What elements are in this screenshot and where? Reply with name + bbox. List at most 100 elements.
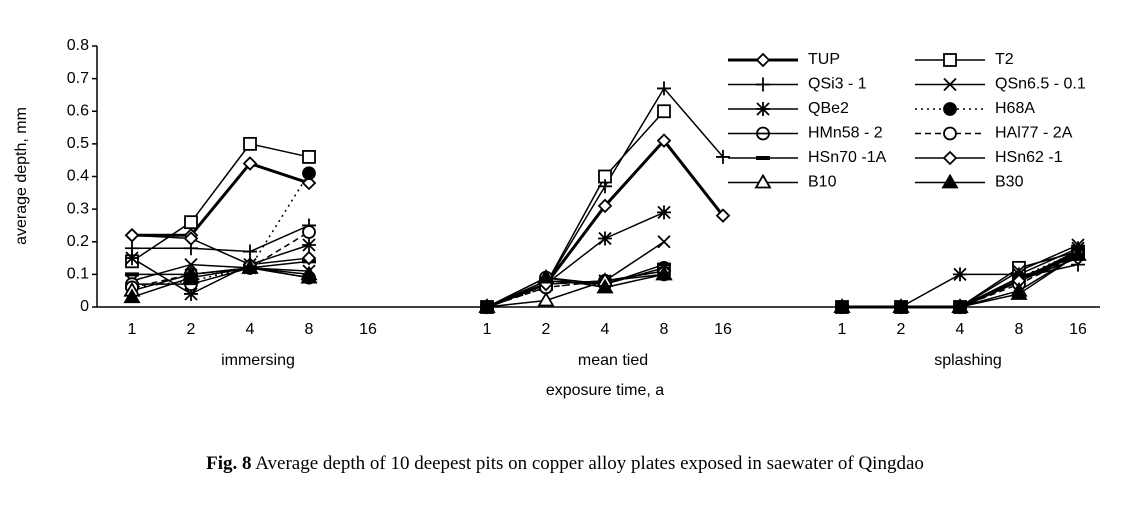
legend-entry: H68A — [915, 100, 1035, 117]
marker — [182, 268, 200, 284]
marker — [892, 298, 910, 313]
marker — [951, 298, 969, 313]
marker — [184, 215, 198, 230]
y-tick-label: 0.7 — [67, 70, 89, 87]
legend-label: QSn6.5 - 0.1 — [995, 76, 1086, 93]
legend-entry: HMn58 - 2 — [728, 125, 883, 142]
legend-marker — [943, 102, 957, 116]
legend-marker — [756, 126, 770, 141]
series-line — [842, 250, 1079, 308]
legend-entry: HSn70 -1A — [728, 149, 887, 166]
x-tick-label: 8 — [305, 321, 314, 338]
legend-marker — [943, 53, 957, 67]
legend-label: HSn62 -1 — [995, 149, 1063, 166]
legend-label: T2 — [995, 51, 1014, 68]
marker — [184, 257, 198, 272]
legend-entry: T2 — [915, 51, 1014, 68]
marker — [657, 81, 671, 96]
legend-entry: HSn62 -1 — [915, 149, 1063, 166]
marker — [302, 238, 316, 253]
caption-label: Fig. 8 — [206, 453, 251, 474]
x-tick-label: 4 — [246, 321, 255, 338]
legend-entry: B10 — [728, 173, 837, 191]
series-line — [131, 172, 310, 289]
legend-label: B30 — [995, 174, 1024, 191]
group-label: immersing — [221, 352, 295, 369]
group-label: splashing — [934, 352, 1002, 369]
series-line — [842, 254, 1079, 308]
y-tick-label: 0.6 — [67, 102, 89, 119]
marker — [243, 244, 257, 259]
x-axis-label: exposure time, a — [546, 382, 664, 399]
series-line — [131, 267, 310, 292]
x-tick-label: 2 — [187, 321, 196, 338]
legend-marker — [755, 52, 771, 68]
marker — [1069, 246, 1087, 261]
marker — [301, 250, 317, 266]
x-tick-label: 4 — [956, 321, 965, 338]
marker — [183, 231, 199, 246]
marker — [657, 205, 671, 220]
marker — [657, 235, 671, 249]
marker — [301, 175, 317, 191]
caption: Fig. 8 Average depth of 10 deepest pits … — [206, 453, 924, 474]
x-tick-label: 8 — [660, 321, 669, 338]
series-line — [486, 273, 665, 308]
y-axis-label: average depth, mm — [13, 107, 30, 245]
y-tick-label: 0.3 — [67, 200, 89, 217]
series-line — [132, 224, 310, 253]
marker — [242, 156, 258, 171]
marker — [1010, 285, 1028, 300]
y-tick-label: 0.5 — [67, 135, 89, 152]
legend-entry: HAl77 - 2A — [915, 125, 1073, 142]
x-tick-label: 16 — [359, 321, 377, 338]
legend-label: H68A — [995, 100, 1035, 117]
marker — [537, 291, 555, 307]
marker — [302, 150, 316, 164]
marker — [302, 225, 316, 239]
series-line — [486, 273, 665, 308]
x-tick-label: 8 — [1015, 321, 1024, 338]
legend-label: B10 — [808, 174, 837, 191]
legend-label: QBe2 — [808, 100, 849, 117]
marker — [953, 267, 967, 282]
legend-marker — [943, 126, 957, 141]
x-tick-label: 1 — [838, 321, 847, 338]
marker — [124, 227, 140, 243]
legend-entry: QBe2 — [728, 100, 849, 117]
x-tick-label: 16 — [714, 321, 732, 338]
legend-label: TUP — [808, 51, 840, 68]
legend-marker — [941, 173, 959, 189]
legend-marker — [942, 150, 958, 166]
marker — [123, 288, 141, 304]
marker — [833, 298, 851, 313]
y-tick-label: 0.4 — [67, 168, 89, 185]
legend-marker — [756, 77, 770, 92]
series-line — [131, 234, 310, 266]
legend-marker — [756, 102, 770, 116]
y-tick-label: 0.2 — [67, 233, 89, 250]
legend-entry: B30 — [915, 173, 1024, 191]
y-tick-label: 0.1 — [67, 266, 89, 283]
legend-entry: QSi3 - 1 — [728, 76, 867, 93]
legend-label: HSn70 -1A — [808, 149, 887, 166]
series-line — [131, 263, 310, 282]
x-tick-label: 16 — [1069, 321, 1087, 338]
legend-label: QSi3 - 1 — [808, 76, 867, 93]
marker — [656, 133, 672, 148]
marker — [598, 231, 612, 246]
marker — [596, 278, 614, 294]
series-line — [131, 244, 310, 295]
x-tick-label: 1 — [128, 321, 137, 338]
marker — [243, 136, 257, 151]
marker — [125, 251, 139, 266]
series-line — [131, 143, 310, 262]
marker — [478, 298, 496, 313]
x-tick-label: 1 — [483, 321, 492, 338]
marker — [715, 208, 731, 223]
x-tick-label: 2 — [897, 321, 906, 338]
y-tick-label: 0 — [80, 298, 89, 315]
series-line — [131, 267, 310, 298]
legend-entry: TUP — [728, 51, 840, 68]
marker — [300, 268, 318, 284]
